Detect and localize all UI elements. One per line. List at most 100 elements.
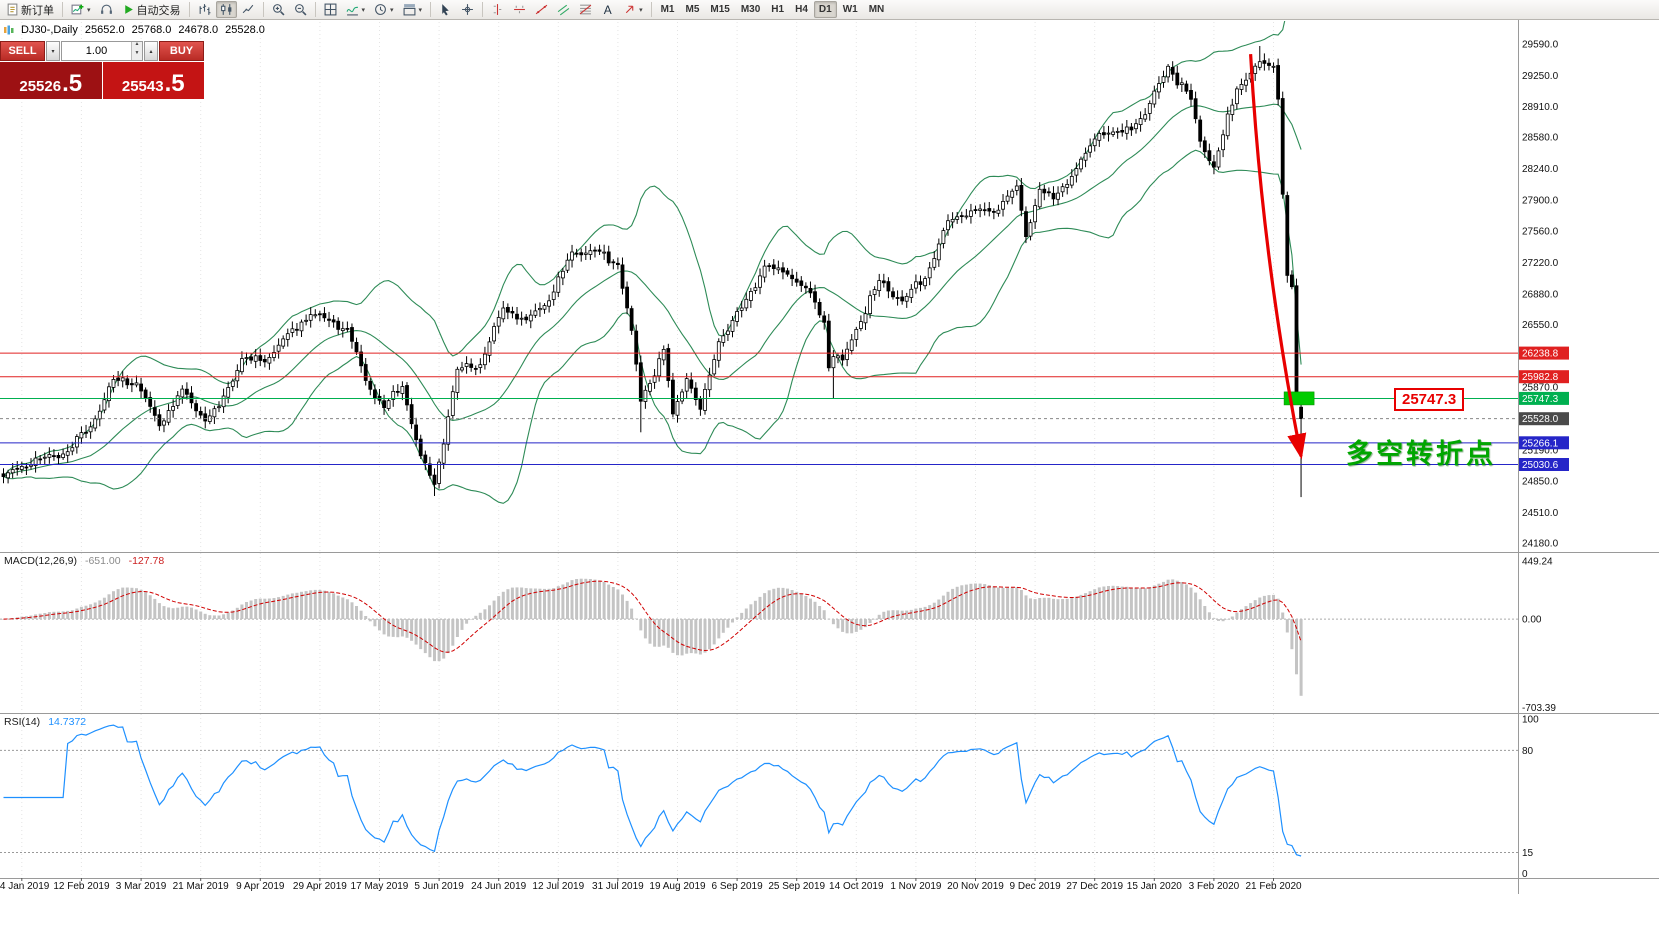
auto-trading-button-label: 自动交易 [136, 4, 181, 17]
svg-text:26238.8: 26238.8 [1522, 349, 1559, 360]
cursor-button[interactable] [435, 1, 456, 18]
price-badge-26238.8: 26238.8 [1519, 346, 1569, 360]
bar-chart-button[interactable] [194, 1, 215, 18]
clock-icon [374, 3, 387, 16]
timeframe-m5-button[interactable]: M5 [680, 1, 704, 18]
timeframe-mn-button[interactable]: MN [864, 1, 890, 18]
timeframe-m15-button[interactable]: M15 [705, 1, 734, 18]
chart-plus-icon [71, 3, 84, 16]
caret-down-icon: ▾ [361, 6, 366, 14]
toolbar: 新订单 ▾ 自动交易 ▾ ▾ ▾ A ▾ M1 M5 M15 M30 H1 H4 D1 W1 MN [0, 0, 1659, 20]
timeframe-w1-button[interactable]: W1 [838, 1, 863, 18]
volume-input[interactable] [62, 42, 131, 60]
svg-text:15: 15 [1522, 848, 1534, 859]
macd-indicator-label: MACD(12,26,9) -651.00 -127.78 [4, 555, 164, 567]
line-chart-button[interactable] [238, 1, 259, 18]
svg-text:A: A [604, 3, 612, 16]
toolbar-separator [430, 2, 432, 17]
caret-up-icon: ▴ [149, 48, 153, 55]
indicators-button[interactable]: ▾ [342, 1, 370, 18]
play-green-icon [122, 3, 135, 16]
fibonacci-button[interactable] [575, 1, 596, 18]
svg-text:27220.0: 27220.0 [1522, 258, 1559, 269]
tile-windows-button[interactable] [320, 1, 341, 18]
trendline-icon [535, 3, 548, 16]
symbol-period-label: DJ30-,Daily [21, 24, 78, 36]
tile-icon [324, 3, 337, 16]
svg-text:28240.0: 28240.0 [1522, 164, 1559, 175]
templates-button[interactable]: ▾ [399, 1, 427, 18]
equidistant-channel-button[interactable] [553, 1, 574, 18]
toolbar-separator [482, 2, 484, 17]
candlestick-chart-button[interactable] [215, 1, 237, 18]
horizontal-line-button[interactable] [509, 1, 530, 18]
vline-icon [491, 3, 504, 16]
annotation-price-label[interactable]: 25747.3 [1394, 388, 1465, 411]
svg-text:449.24: 449.24 [1522, 557, 1553, 568]
sell-price-main: 25526 [19, 78, 62, 95]
svg-text:29250.0: 29250.0 [1522, 71, 1559, 82]
cursor-icon [439, 3, 452, 16]
buy-button[interactable]: BUY [159, 41, 204, 61]
price-badge-25747.3: 25747.3 [1519, 391, 1569, 405]
caret-down-icon: ▾ [51, 48, 55, 55]
headset-icon [100, 3, 113, 16]
date-tick-label: 6 Sep 2019 [711, 881, 763, 892]
sell-options-button[interactable]: ▾ [46, 41, 60, 61]
ohlc-close: 25528.0 [225, 24, 265, 36]
new-chart-button[interactable]: ▾ [67, 1, 95, 18]
zoom-in-button[interactable] [268, 1, 289, 18]
date-tick-label: 21 Mar 2019 [172, 881, 229, 892]
toolbar-separator [188, 2, 190, 17]
sell-price[interactable]: 25526.5 [0, 62, 102, 99]
date-tick-label: 5 Jun 2019 [414, 881, 464, 892]
buy-options-button[interactable]: ▴ [144, 41, 158, 61]
zoom-out-button[interactable] [290, 1, 311, 18]
date-tick-label: 17 May 2019 [350, 881, 409, 892]
support-button[interactable] [96, 1, 117, 18]
timeframe-h4-button-label: H4 [795, 4, 808, 15]
volume-decrease-button[interactable]: ▼ [132, 51, 142, 60]
text-label-button[interactable]: A [597, 1, 618, 18]
timeframe-m1-button[interactable]: M1 [656, 1, 680, 18]
buy-price[interactable]: 25543.5 [102, 62, 204, 99]
periods-button[interactable]: ▾ [370, 1, 398, 18]
timeframe-mn-button-label: MN [868, 4, 885, 15]
timeframe-d1-button[interactable]: D1 [813, 1, 837, 18]
timeframe-h4-button[interactable]: H4 [790, 1, 813, 18]
symbol-chart-icon [4, 25, 14, 35]
annotation-turning-point-text[interactable]: 多空转折点 [1346, 439, 1496, 469]
svg-text:0.00: 0.00 [1522, 615, 1542, 626]
trendline-button[interactable] [531, 1, 552, 18]
annotations[interactable] [1249, 54, 1315, 460]
sell-button[interactable]: SELL [0, 41, 45, 61]
timeframe-m30-button[interactable]: M30 [736, 1, 765, 18]
doc-new-icon [6, 3, 19, 16]
toolbar-separator [62, 2, 63, 17]
price-badge-25030.6: 25030.6 [1519, 458, 1569, 471]
fibo-icon [579, 3, 592, 16]
timeframe-h1-button[interactable]: H1 [766, 1, 789, 18]
date-tick-label: 12 Jul 2019 [532, 881, 585, 892]
toolbar-separator [262, 2, 264, 17]
candles [1, 46, 1303, 498]
svg-text:0: 0 [1522, 869, 1528, 880]
crosshair-button[interactable] [457, 1, 478, 18]
date-tick-label: 1 Nov 2019 [890, 881, 942, 892]
arrow-icon [623, 3, 636, 16]
vertical-line-button[interactable] [487, 1, 508, 18]
bars-icon [198, 3, 211, 16]
price-badge-25266.1: 25266.1 [1519, 436, 1569, 450]
date-tick-label: 24 Jan 2019 [0, 881, 50, 892]
svg-text:25030.6: 25030.6 [1522, 460, 1559, 471]
volume-increase-button[interactable]: ▲ [132, 42, 142, 51]
price-level-lines[interactable] [0, 352, 1518, 466]
new-order-button[interactable]: 新订单 [2, 1, 58, 18]
auto-trading-button[interactable]: 自动交易 [118, 1, 185, 18]
arrows-button[interactable]: ▾ [619, 1, 647, 18]
svg-text:25747.3: 25747.3 [1522, 394, 1559, 405]
crash-arrow[interactable] [1249, 54, 1307, 460]
ohlc-open: 25652.0 [84, 24, 125, 36]
